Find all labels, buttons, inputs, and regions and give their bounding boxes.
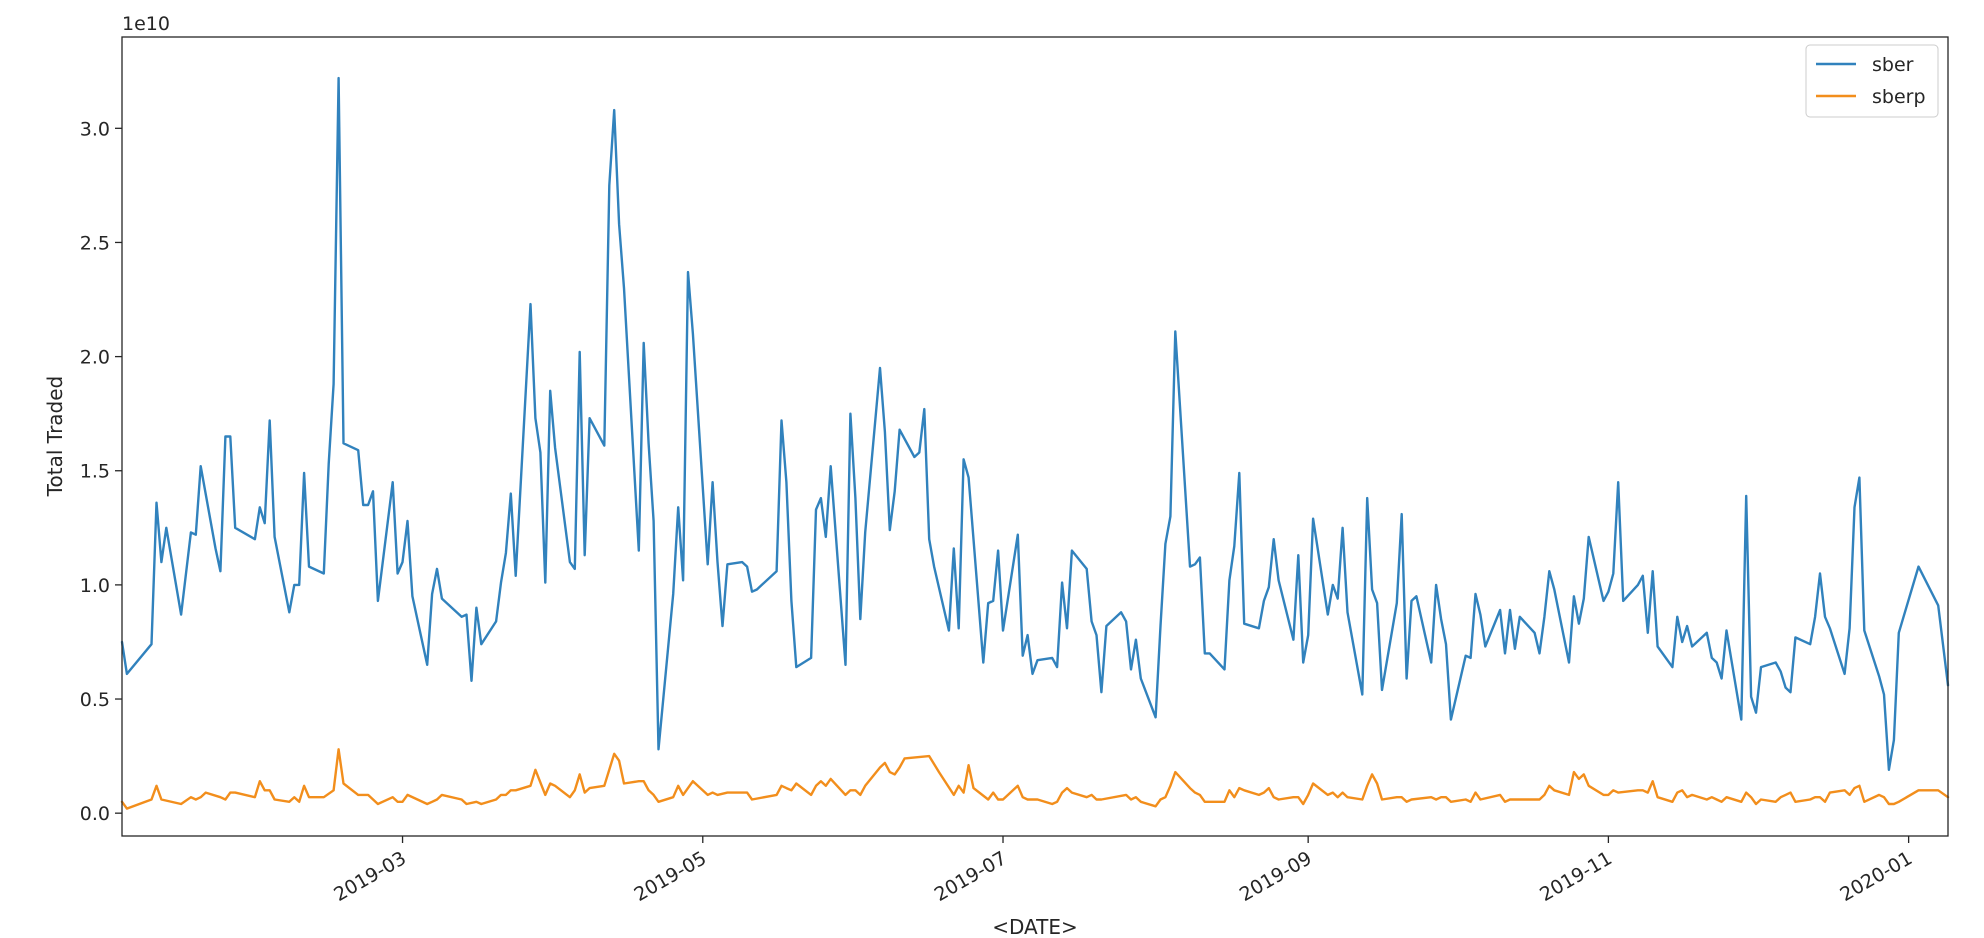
x-axis-label: <DATE> <box>992 915 1078 938</box>
y-tick-label: 2.0 <box>80 347 110 369</box>
series-layer <box>120 76 1950 810</box>
plot-area-frame <box>121 36 1949 837</box>
y-tick-label: 0.5 <box>80 689 110 711</box>
legend-label-sber: sber <box>1872 54 1914 76</box>
series-line-sber <box>120 76 1950 771</box>
legend-label-sberp: sberp <box>1872 86 1926 108</box>
series-line-sberp <box>120 748 1950 810</box>
y-axis-scale-label: 1e10 <box>122 13 170 35</box>
y-tick-label: 3.0 <box>80 118 110 140</box>
legend: sber sberp <box>1805 44 1939 118</box>
y-axis-label: Total Traded <box>43 376 67 498</box>
y-tick-label: 0.0 <box>80 803 110 825</box>
y-tick-label: 1.0 <box>80 575 110 597</box>
y-axis: 0.0 0.5 1.0 1.5 2.0 2.5 3.0 <box>80 118 122 825</box>
y-tick-label: 2.5 <box>80 232 110 254</box>
y-tick-label: 1.5 <box>80 461 110 483</box>
